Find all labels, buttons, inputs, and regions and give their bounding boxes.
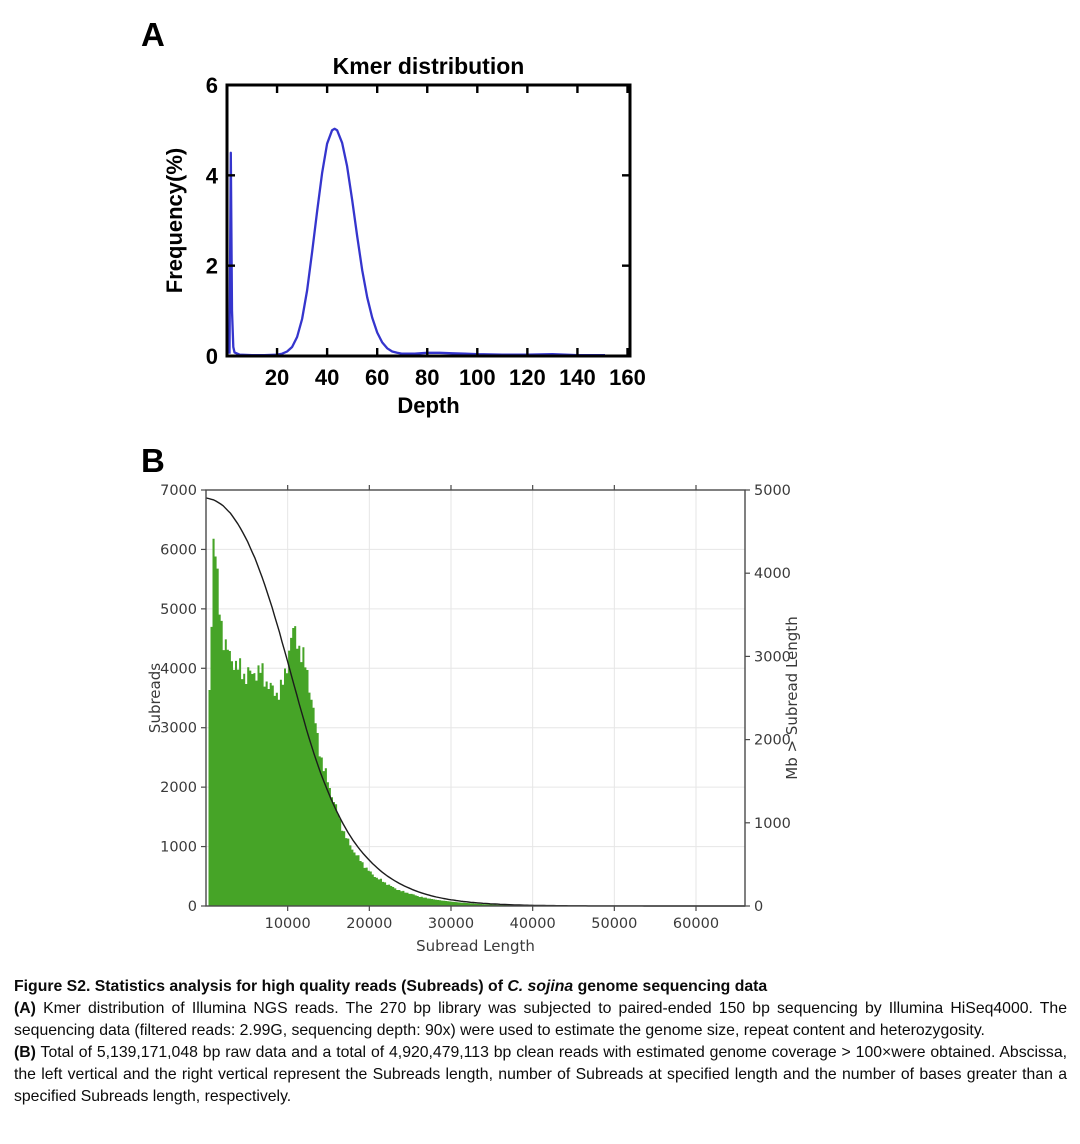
subread-x-axis-label: Subread Length (416, 937, 535, 955)
svg-text:120: 120 (509, 365, 546, 390)
svg-text:6: 6 (206, 73, 218, 98)
svg-text:60: 60 (365, 365, 389, 390)
svg-text:0: 0 (206, 344, 218, 369)
kmer-x-axis-label: Depth (397, 393, 459, 418)
svg-text:3000: 3000 (160, 721, 197, 737)
caption-species: C. sojina (507, 978, 574, 995)
svg-text:2000: 2000 (160, 780, 197, 796)
svg-text:140: 140 (559, 365, 596, 390)
svg-text:30000: 30000 (428, 916, 474, 932)
kmer-y-axis-label: Frequency(%) (162, 148, 187, 293)
subread-length-chart: 10000 20000 30000 40000 50000 600000100020003… (146, 483, 801, 955)
svg-text:4: 4 (206, 163, 219, 188)
caption-b-label: (B) (14, 1044, 36, 1061)
svg-text:80: 80 (415, 365, 439, 390)
svg-text:6000: 6000 (160, 542, 197, 558)
caption-title-pre: Statistics analysis for high quality rea… (90, 978, 508, 995)
svg-text:10000: 10000 (265, 916, 311, 932)
figure-caption: Figure S2. Statistics analysis for high … (14, 976, 1067, 1108)
svg-text:5000: 5000 (160, 602, 197, 618)
svg-text:7000: 7000 (160, 483, 197, 499)
caption-a-text: Kmer distribution of Illumina NGS reads.… (14, 1000, 1067, 1039)
svg-text:20000: 20000 (346, 916, 392, 932)
svg-text:4000: 4000 (160, 661, 197, 677)
panel-a-label: A (141, 16, 165, 53)
svg-text:1000: 1000 (160, 840, 197, 856)
svg-text:0: 0 (754, 899, 763, 915)
svg-text:4000: 4000 (754, 566, 791, 582)
svg-text:2000: 2000 (754, 733, 791, 749)
svg-text:100: 100 (459, 365, 496, 390)
svg-text:50000: 50000 (591, 916, 637, 932)
subread-histogram-series (208, 538, 729, 906)
subread-left-y-axis-label: Subreads (146, 663, 164, 733)
caption-title-post: genome sequencing data (573, 978, 768, 995)
subread-axes: 10000 20000 30000 40000 50000 600000100020003… (146, 483, 801, 955)
caption-title: Figure S2. Statistics analysis for high … (14, 976, 1067, 998)
svg-text:1000: 1000 (754, 816, 791, 832)
svg-text:40: 40 (315, 365, 339, 390)
svg-text:160: 160 (609, 365, 646, 390)
caption-paragraph-a: (A) Kmer distribution of Illumina NGS re… (14, 998, 1067, 1042)
svg-text:20: 20 (265, 365, 289, 390)
panel-b-label: B (141, 442, 165, 479)
svg-text:0: 0 (188, 899, 197, 915)
svg-text:2: 2 (206, 254, 218, 279)
kmer-axes: 20 40 60 80 100 120 140 160 0 2 4 6 Kmer distributio… (162, 53, 646, 418)
svg-text:60000: 60000 (673, 916, 719, 932)
svg-text:3000: 3000 (754, 649, 791, 665)
subread-right-y-axis-label: Mb > Subread Length (783, 616, 801, 779)
kmer-distribution-chart: 20 40 60 80 100 120 140 160 0 2 4 6 Kmer distributio… (162, 53, 646, 418)
caption-fig-label: Figure S2. (14, 978, 91, 995)
caption-a-label: (A) (14, 1000, 36, 1017)
caption-paragraph-b: (B) Total of 5,139,171,048 bp raw data a… (14, 1042, 1067, 1108)
svg-text:40000: 40000 (510, 916, 556, 932)
caption-b-text: Total of 5,139,171,048 bp raw data and a… (14, 1044, 1067, 1105)
kmer-chart-title: Kmer distribution (333, 53, 525, 79)
kmer-line-series (228, 127, 605, 357)
svg-text:5000: 5000 (754, 483, 791, 499)
